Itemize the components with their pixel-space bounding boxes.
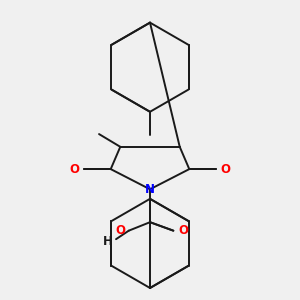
- Text: H: H: [103, 235, 112, 248]
- Text: O: O: [220, 163, 230, 176]
- Text: N: N: [145, 183, 155, 196]
- Text: O: O: [115, 224, 125, 237]
- Text: O: O: [178, 224, 188, 237]
- Text: O: O: [70, 163, 80, 176]
